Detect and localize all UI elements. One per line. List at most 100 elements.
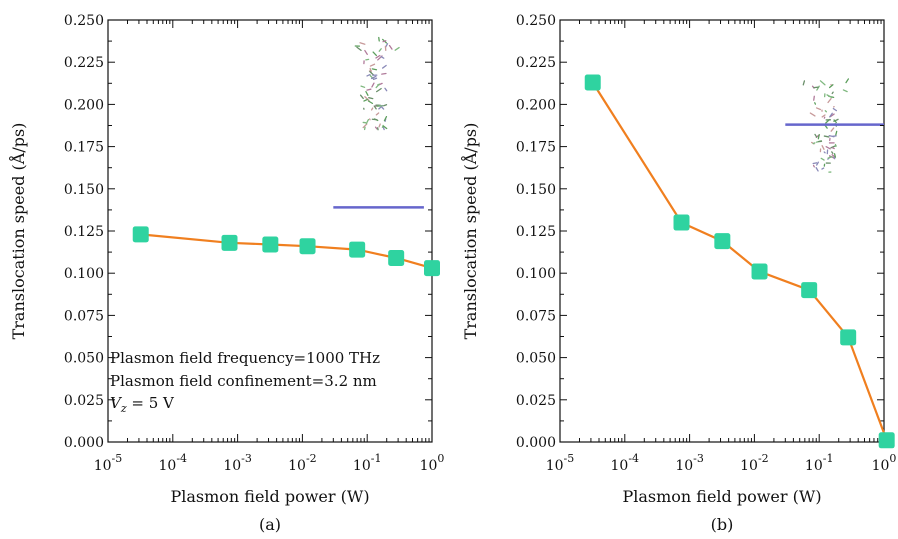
molecule-stroke (370, 75, 377, 80)
molecule-stroke (365, 90, 369, 96)
molecule-stroke (384, 87, 388, 92)
molecule-stroke (830, 144, 837, 149)
y-tick-label: 0.100 (516, 266, 556, 282)
molecule-stroke (371, 82, 375, 88)
molecule-image-a (354, 36, 400, 131)
data-point (584, 74, 601, 91)
panel-label-a: (a) (259, 515, 281, 534)
x-tick-label: 10-2 (740, 452, 769, 474)
molecule-stroke (359, 94, 364, 100)
x-axis-label-b: Plasmon field power (W) (622, 487, 821, 506)
molecule-stroke (367, 100, 374, 105)
molecule-stroke (365, 118, 370, 125)
molecule-stroke (382, 40, 387, 43)
axes-b: 0.000 0.025 0.050 0.075 0.100 0.125 0.150 0.175… (516, 13, 897, 474)
x-tick-label: 10-5 (546, 452, 575, 474)
molecule-stroke (845, 78, 850, 84)
x-tick-label: 100 (872, 452, 897, 474)
series-b (584, 74, 895, 449)
y-tick-label: 0.225 (64, 55, 104, 71)
data-point (299, 238, 316, 255)
molecule-stroke (842, 89, 848, 93)
y-tick-label: 0.125 (64, 224, 104, 240)
molecule-stroke (829, 112, 833, 118)
y-axis-label-b: Translocation speed (Å/ps) (460, 123, 480, 340)
molecule-stroke (833, 156, 836, 160)
molecule-stroke (381, 124, 384, 128)
molecule-stroke (835, 130, 838, 136)
y-tick-label: 0.025 (64, 393, 104, 409)
molecule-stroke (827, 97, 832, 104)
molecule-stroke (829, 113, 835, 118)
molecule-stroke (824, 110, 828, 113)
molecule-image-b (802, 78, 850, 173)
molecule-stroke (802, 80, 806, 86)
molecule-stroke (831, 91, 834, 95)
molecule-stroke (394, 46, 400, 51)
molecule-stroke (364, 49, 368, 55)
molecule-stroke (376, 105, 383, 108)
data-point (262, 236, 279, 253)
molecule-stroke (375, 83, 380, 89)
molecule-stroke (817, 134, 820, 140)
molecule-stroke (370, 107, 374, 111)
molecule-stroke (372, 77, 378, 81)
y-tick-label: 0.000 (64, 435, 104, 451)
molecule-stroke (809, 112, 816, 117)
y-tick-label: 0.225 (516, 55, 556, 71)
annotation-confinement: Plasmon field confinement=3.2 nm (110, 372, 377, 390)
x-tick-label: 10-2 (288, 452, 317, 474)
molecule-stroke (812, 142, 816, 145)
molecule-stroke (826, 94, 833, 99)
molecule-stroke (823, 151, 826, 154)
y-tick-label: 0.100 (64, 266, 104, 282)
molecule-stroke (816, 161, 819, 166)
data-point (714, 233, 731, 250)
panel-label-b: (b) (711, 515, 734, 534)
molecule-stroke (381, 72, 387, 75)
data-point (349, 241, 366, 258)
molecule-stroke (828, 135, 835, 138)
molecule-stroke (812, 164, 815, 168)
molecule-stroke (815, 166, 819, 172)
molecule-stroke (812, 162, 818, 165)
panel-b: 0.000 0.025 0.050 0.075 0.100 0.125 0.150 0.175… (460, 13, 896, 534)
molecule-stroke (366, 88, 372, 91)
molecule-stroke (363, 98, 368, 102)
y-tick-label: 0.125 (516, 224, 556, 240)
x-tick-label: 10-4 (611, 452, 640, 474)
molecule-stroke (369, 63, 376, 67)
plot-frame-b (559, 19, 885, 443)
y-axis-label-a: Translocation speed (Å/ps) (8, 123, 28, 340)
molecule-stroke (360, 85, 366, 88)
molecule-stroke (378, 123, 381, 128)
molecule-stroke (371, 68, 378, 71)
molecule-stroke (372, 51, 377, 57)
molecule-stroke (814, 102, 817, 105)
molecule-stroke (819, 80, 826, 86)
x-tick-label: 10-5 (94, 452, 123, 474)
x-tick-label: 10-3 (675, 452, 704, 474)
axes-a: 0.000 0.025 0.050 0.075 0.100 0.125 0.150 0.175… (64, 13, 445, 474)
data-point (801, 282, 818, 299)
molecule-stroke (816, 85, 820, 91)
data-point (751, 263, 768, 280)
data-point (388, 250, 405, 267)
data-point (840, 329, 857, 346)
molecule-stroke (821, 114, 826, 118)
molecule-stroke (834, 143, 837, 148)
molecule-stroke (383, 125, 388, 130)
x-tick-label: 10-1 (353, 452, 382, 474)
panel-a: 0.000 0.025 0.050 0.075 0.100 0.125 0.150 0.175… (8, 13, 444, 534)
x-tick-label: 100 (420, 452, 445, 474)
molecule-stroke (383, 115, 388, 122)
y-tick-label: 0.075 (64, 308, 104, 324)
series-line (591, 81, 888, 441)
molecule-stroke (830, 127, 835, 132)
molecule-stroke (833, 119, 837, 124)
molecule-stroke (831, 154, 836, 158)
molecule-stroke (381, 64, 387, 69)
series-a (132, 226, 440, 277)
molecule-stroke (364, 96, 370, 102)
